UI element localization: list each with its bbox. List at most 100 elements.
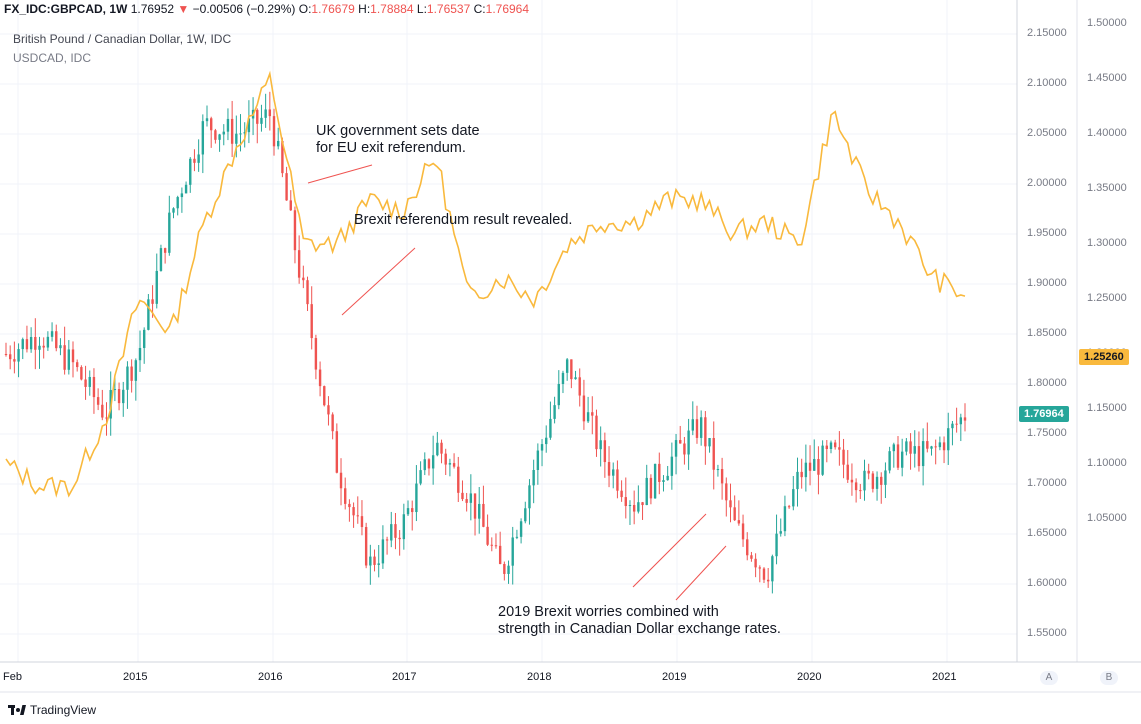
candle-body	[318, 369, 322, 387]
candle-body	[364, 527, 368, 566]
candle-body	[942, 442, 946, 451]
candle-body	[38, 345, 41, 350]
candle-body	[540, 444, 544, 451]
candle-body	[306, 280, 309, 305]
candle-body	[117, 389, 121, 404]
symbol-header: FX_IDC:GBPCAD, 1W 1.76952 ▼ −0.00506 (−0…	[4, 2, 529, 16]
candle-body	[859, 490, 862, 492]
candle-body	[549, 418, 552, 438]
candle-body	[142, 329, 146, 348]
candle-body	[959, 417, 963, 425]
candle-body	[524, 508, 527, 522]
candle-body	[875, 476, 879, 489]
price-change: −0.00506 (−0.29%)	[192, 2, 296, 16]
candle-body	[293, 210, 297, 251]
left-axis-tick: 1.60000	[1027, 577, 1067, 589]
candle-body	[151, 299, 154, 304]
candle-body	[699, 417, 703, 438]
candle-body	[842, 449, 845, 465]
right-axis-tick: 1.45000	[1087, 72, 1127, 84]
usdcad-price-badge: 1.25260	[1079, 349, 1129, 365]
right-axis-tick: 1.10000	[1087, 457, 1127, 469]
high-label: H:	[358, 2, 371, 16]
candle-body	[829, 442, 833, 450]
candle-body	[84, 379, 87, 387]
candle-body	[411, 508, 414, 513]
candle-body	[507, 565, 510, 574]
time-axis-tick: 2021	[932, 671, 957, 683]
low-value: 1.76537	[426, 2, 471, 16]
candle-body	[381, 539, 385, 564]
right-axis-tick: 1.50000	[1087, 17, 1127, 29]
annotation-line-2	[341, 247, 416, 316]
candle-body	[632, 505, 636, 512]
left-axis-tick: 1.90000	[1027, 277, 1067, 289]
candle-body	[281, 140, 284, 174]
left-axis-tick: 1.85000	[1027, 327, 1067, 339]
candle-body	[210, 118, 213, 131]
candle-body	[260, 117, 263, 124]
candle-body	[134, 360, 138, 381]
candle-body	[180, 193, 184, 198]
candle-body	[892, 444, 896, 452]
candle-body	[570, 359, 573, 380]
candle-body	[67, 349, 71, 370]
candle-body	[101, 404, 104, 418]
candle-body	[716, 469, 720, 471]
candle-body	[214, 130, 217, 140]
candle-body	[913, 446, 916, 454]
symbol-name[interactable]: FX_IDC:GBPCAD, 1W	[4, 2, 128, 16]
candle-body	[356, 515, 359, 517]
candle-body	[771, 556, 774, 582]
candle-body	[674, 440, 678, 457]
left-axis-tick: 1.65000	[1027, 527, 1067, 539]
candle-body	[578, 377, 581, 396]
candle-body	[105, 417, 108, 419]
time-axis-tick: 2016	[258, 671, 283, 683]
candle-body	[603, 440, 607, 463]
annotation-2: Brexit referendum result revealed.	[354, 212, 573, 228]
candle-body	[75, 362, 79, 368]
annotation-text-3: 2019 Brexit worries combined with strengt…	[498, 604, 781, 638]
candle-body	[515, 536, 519, 538]
candle-body	[197, 154, 200, 163]
candle-body	[92, 376, 96, 398]
candle-body	[591, 412, 594, 416]
candle-body	[205, 118, 209, 122]
candle-body	[285, 173, 288, 201]
candle-body	[670, 456, 674, 476]
candle-body	[607, 462, 611, 476]
left-axis-tick: 2.10000	[1027, 77, 1067, 89]
candle-body	[758, 567, 761, 569]
high-value: 1.78884	[370, 2, 414, 16]
candle-body	[34, 336, 37, 350]
time-axis-tick: 2019	[662, 671, 687, 683]
scale-a-button[interactable]: A	[1040, 671, 1058, 685]
candle-body	[42, 345, 45, 348]
left-axis-tick: 2.00000	[1027, 177, 1067, 189]
candle-body	[934, 446, 937, 448]
right-axis-tick: 1.25000	[1087, 292, 1127, 304]
tradingview-brand[interactable]: TradingView	[8, 703, 96, 717]
brand-name: TradingView	[30, 703, 97, 717]
candle-body	[88, 376, 91, 387]
candle-body	[465, 499, 468, 503]
candle-body	[762, 568, 766, 580]
scale-b-button[interactable]: B	[1100, 671, 1118, 685]
tradingview-logo-icon	[8, 705, 26, 715]
low-label: L:	[416, 2, 427, 16]
candle-body	[612, 469, 615, 476]
candle-body	[808, 462, 812, 471]
candle-body	[71, 349, 75, 363]
candle-body	[620, 490, 623, 498]
candle-body	[787, 506, 791, 508]
candle-body	[239, 133, 242, 135]
candle-body	[708, 438, 711, 447]
candle-body	[896, 444, 900, 468]
candle-body	[155, 270, 158, 304]
candle-body	[838, 447, 841, 450]
candle-body	[888, 451, 891, 471]
candle-body	[184, 184, 188, 194]
compare-symbol-label[interactable]: USDCAD, IDC	[13, 51, 92, 65]
